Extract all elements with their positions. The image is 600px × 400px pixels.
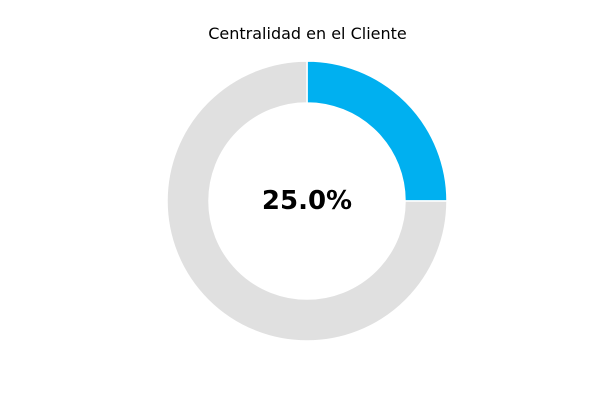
donut-slice-0 — [306, 60, 448, 202]
donut-slice-1 — [166, 60, 448, 342]
donut-slices — [166, 60, 448, 342]
chart-title: Centralidad en el Cliente — [208, 24, 407, 43]
center-label: 25.0% — [262, 186, 352, 216]
